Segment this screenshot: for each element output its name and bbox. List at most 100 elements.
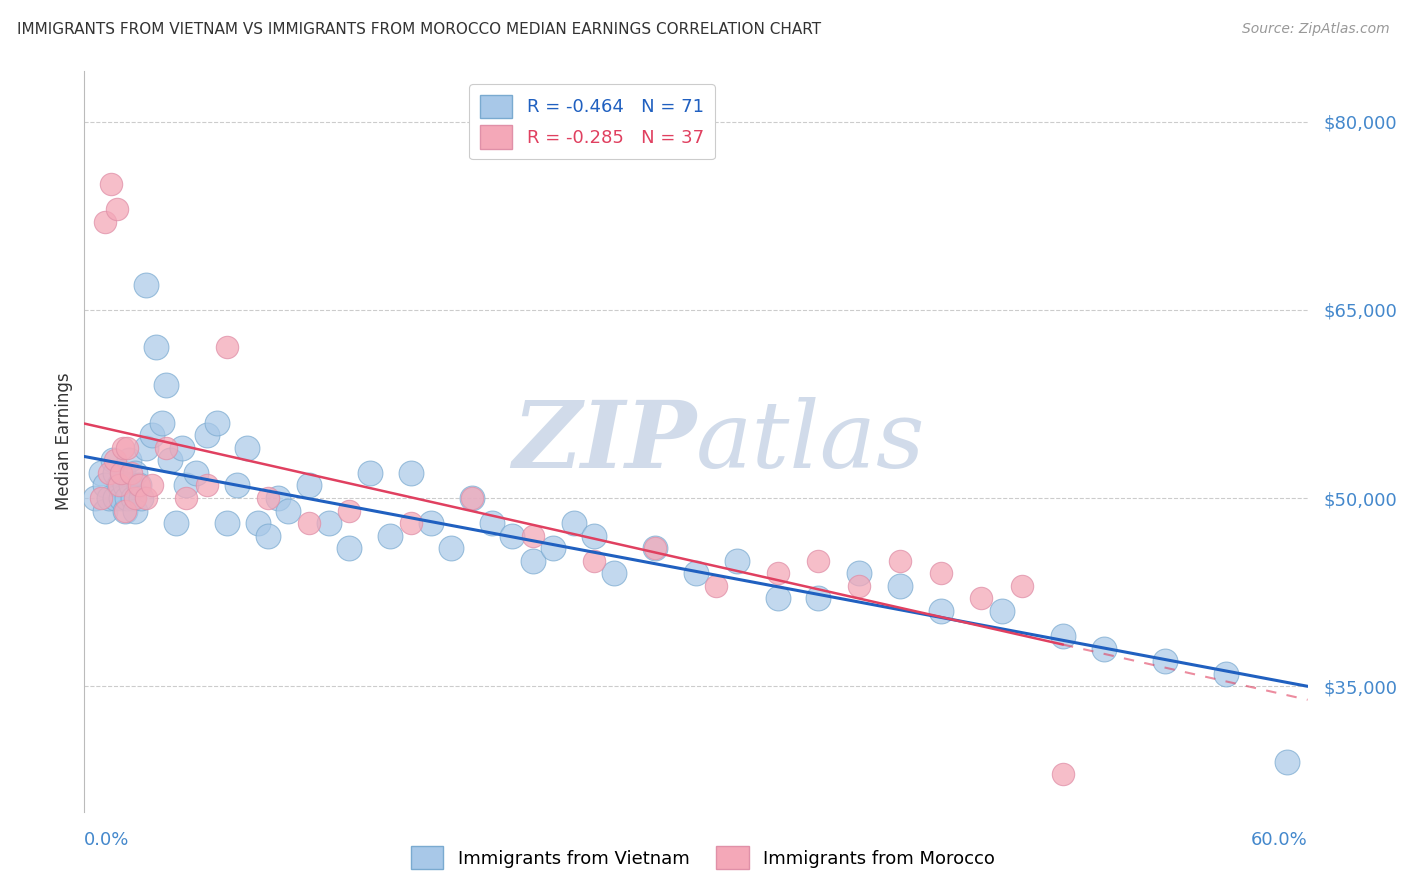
Y-axis label: Median Earnings: Median Earnings (55, 373, 73, 510)
Point (172, 441, 194, 455)
Point (105, 202, 128, 217)
Point (502, 529, 524, 543)
Legend: R = -0.464   N = 71, R = -0.285   N = 37: R = -0.464 N = 71, R = -0.285 N = 37 (470, 84, 714, 160)
Point (135, 491, 157, 505)
Point (267, 491, 290, 505)
Point (236, 441, 259, 455)
Point (318, 516, 340, 530)
Point (114, 503, 136, 517)
Point (766, 591, 789, 606)
Point (128, 478, 150, 492)
Point (583, 554, 606, 568)
Point (929, 604, 952, 618)
Text: 0.0%: 0.0% (84, 830, 129, 848)
Point (115, 441, 138, 455)
Point (112, 441, 135, 455)
Point (90, 491, 112, 505)
Point (128, 478, 150, 492)
Point (562, 516, 585, 530)
Point (226, 478, 249, 492)
Text: 60.0%: 60.0% (1251, 830, 1308, 848)
Point (97, 491, 120, 505)
Point (155, 441, 177, 455)
Point (1215, 666, 1237, 681)
Point (104, 491, 127, 505)
Point (848, 566, 870, 581)
Point (108, 478, 131, 492)
Point (725, 554, 748, 568)
Point (120, 478, 142, 492)
Point (257, 491, 280, 505)
Point (217, 516, 239, 530)
Point (141, 428, 163, 442)
Point (195, 428, 218, 442)
Point (100, 178, 122, 192)
Point (122, 491, 145, 505)
Point (543, 541, 565, 556)
Point (120, 466, 142, 480)
Point (298, 478, 321, 492)
Point (461, 491, 484, 505)
Point (131, 491, 153, 505)
Point (174, 491, 197, 505)
Point (205, 416, 228, 430)
Point (257, 529, 280, 543)
Point (118, 453, 141, 467)
Point (115, 491, 138, 505)
Point (124, 503, 146, 517)
Point (481, 516, 503, 530)
Point (112, 466, 135, 480)
Point (1052, 629, 1074, 643)
Point (359, 466, 381, 480)
Point (440, 541, 463, 556)
Point (114, 478, 136, 492)
Text: ZIP: ZIP (512, 397, 696, 486)
Point (155, 378, 177, 392)
Point (807, 591, 830, 606)
Text: Source: ZipAtlas.com: Source: ZipAtlas.com (1241, 22, 1389, 37)
Point (114, 503, 136, 517)
Point (970, 591, 993, 606)
Point (124, 491, 146, 505)
Point (603, 566, 626, 581)
Point (104, 453, 127, 467)
Point (929, 566, 952, 581)
Point (97, 466, 120, 480)
Point (124, 466, 146, 480)
Point (93, 478, 115, 492)
Point (991, 604, 1014, 618)
Point (848, 579, 870, 593)
Point (141, 478, 163, 492)
Point (165, 516, 187, 530)
Point (644, 541, 666, 556)
Point (186, 466, 208, 480)
Point (1154, 654, 1177, 668)
Point (101, 453, 124, 467)
Point (1052, 767, 1074, 781)
Point (399, 516, 422, 530)
Point (685, 566, 707, 581)
Text: IMMIGRANTS FROM VIETNAM VS IMMIGRANTS FROM MOROCCO MEDIAN EARNINGS CORRELATION C: IMMIGRANTS FROM VIETNAM VS IMMIGRANTS FR… (17, 22, 821, 37)
Point (90, 466, 112, 480)
Point (108, 478, 131, 492)
Point (110, 491, 132, 505)
Point (135, 441, 157, 455)
Point (644, 541, 666, 556)
Point (1011, 579, 1033, 593)
Text: atlas: atlas (696, 397, 925, 486)
Point (807, 554, 830, 568)
Point (83, 491, 105, 505)
Point (522, 554, 544, 568)
Point (246, 516, 269, 530)
Point (766, 566, 789, 581)
Point (339, 541, 361, 556)
Point (174, 478, 197, 492)
Point (104, 466, 127, 480)
Point (583, 529, 606, 543)
Point (1092, 641, 1115, 656)
Point (150, 416, 173, 430)
Point (522, 529, 544, 543)
Point (159, 453, 181, 467)
Point (420, 516, 443, 530)
Point (889, 554, 911, 568)
